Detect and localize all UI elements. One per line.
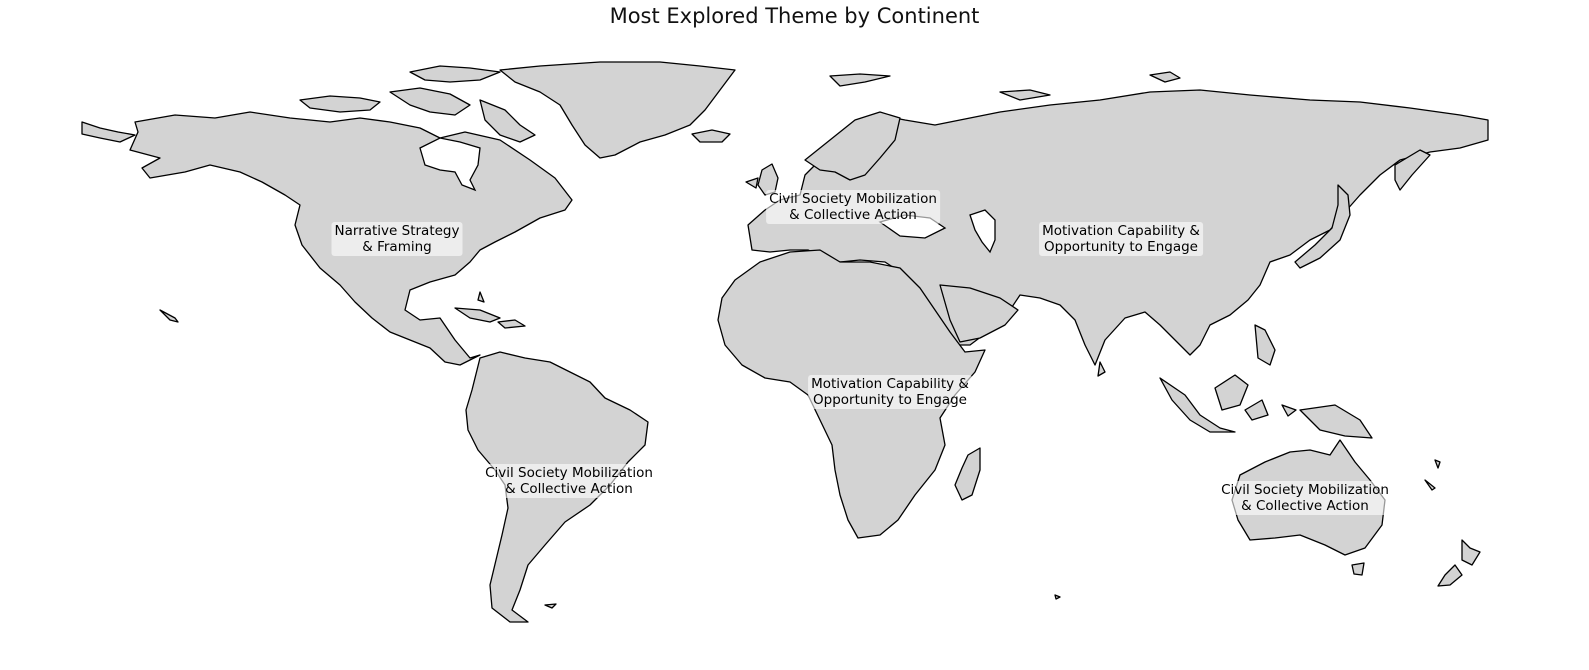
caspian-sea bbox=[969, 209, 996, 254]
label-south-america: Civil Society Mobilization & Collective … bbox=[482, 464, 656, 498]
caribbean-islands bbox=[454, 291, 526, 329]
arabian-peninsula bbox=[939, 284, 1019, 343]
label-asia: Motivation Capability & Opportunity to E… bbox=[1039, 222, 1203, 256]
southeast-asia-islands bbox=[1097, 324, 1373, 439]
label-africa: Motivation Capability & Opportunity to E… bbox=[808, 375, 972, 409]
label-oceania-line1: Civil Society Mobilization bbox=[1221, 482, 1389, 498]
label-north-america-line1: Narrative Strategy bbox=[334, 223, 460, 239]
alaska-landmass bbox=[81, 121, 136, 143]
label-south-america-line1: Civil Society Mobilization bbox=[485, 465, 653, 481]
label-asia-line1: Motivation Capability & bbox=[1042, 223, 1200, 239]
label-africa-line2: Opportunity to Engage bbox=[813, 392, 967, 408]
greenland-landmass bbox=[499, 61, 736, 159]
label-north-america: Narrative Strategy & Framing bbox=[331, 222, 463, 256]
japan-landmass bbox=[1294, 184, 1351, 269]
scandinavia-landmass bbox=[804, 111, 901, 181]
tasmania-landmass bbox=[1351, 562, 1365, 576]
label-europe: Civil Society Mobilization & Collective … bbox=[766, 190, 940, 224]
label-europe-line1: Civil Society Mobilization bbox=[769, 191, 937, 207]
madagascar-landmass bbox=[954, 447, 981, 501]
label-oceania: Civil Society Mobilization & Collective … bbox=[1218, 481, 1392, 515]
label-asia-line2: Opportunity to Engage bbox=[1044, 239, 1198, 255]
iceland-landmass bbox=[691, 129, 731, 143]
map-title: Most Explored Theme by Continent bbox=[609, 4, 980, 28]
label-north-america-line2: & Framing bbox=[362, 239, 432, 255]
label-africa-line1: Motivation Capability & bbox=[811, 376, 969, 392]
hudson-bay bbox=[419, 137, 481, 192]
label-europe-line2: & Collective Action bbox=[789, 207, 917, 223]
small-islands bbox=[159, 71, 1441, 609]
label-south-america-line2: & Collective Action bbox=[505, 481, 633, 497]
arctic-islands bbox=[299, 65, 536, 143]
label-oceania-line2: & Collective Action bbox=[1241, 498, 1369, 514]
new-zealand-landmass bbox=[1437, 539, 1481, 587]
kamchatka-landmass bbox=[1394, 149, 1431, 191]
